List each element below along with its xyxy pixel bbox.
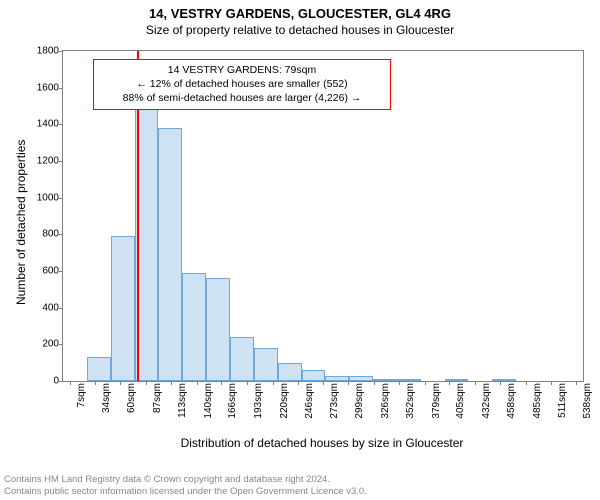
x-tick-mark (500, 381, 501, 385)
y-tick-mark (59, 381, 63, 382)
y-tick-mark (59, 234, 63, 235)
x-tick-mark (475, 381, 476, 385)
y-tick-mark (59, 198, 63, 199)
y-tick-label: 1400 (19, 119, 63, 130)
x-tick-mark (374, 381, 375, 385)
y-tick-mark (59, 271, 63, 272)
y-axis-label: Number of detached properties (14, 140, 28, 305)
y-tick-mark (59, 344, 63, 345)
x-tick-mark (221, 381, 222, 385)
y-tick-label: 1600 (19, 82, 63, 93)
x-tick-label: 193sqm (253, 381, 264, 443)
histogram-plot: 14 VESTRY GARDENS: 79sqm← 12% of detache… (62, 50, 584, 382)
x-tick-mark (348, 381, 349, 385)
y-tick-mark (59, 124, 63, 125)
x-tick-label: 7sqm (76, 381, 87, 443)
x-axis-label: Distribution of detached houses by size … (62, 436, 582, 450)
x-tick-label: 458sqm (506, 381, 517, 443)
x-tick-label: 140sqm (203, 381, 214, 443)
x-tick-mark (171, 381, 172, 385)
x-tick-mark (197, 381, 198, 385)
x-tick-label: 246sqm (304, 381, 315, 443)
histogram-bar (206, 278, 230, 381)
x-tick-mark (576, 381, 577, 385)
histogram-bar (254, 348, 278, 381)
histogram-bar (230, 337, 254, 381)
x-tick-label: 511sqm (557, 381, 568, 443)
x-tick-label: 273sqm (329, 381, 340, 443)
x-tick-mark (70, 381, 71, 385)
page-subtitle: Size of property relative to detached ho… (0, 21, 600, 41)
x-tick-label: 379sqm (431, 381, 442, 443)
histogram-bar (87, 357, 111, 381)
x-tick-mark (298, 381, 299, 385)
x-tick-mark (247, 381, 248, 385)
y-tick-mark (59, 51, 63, 52)
x-tick-label: 485sqm (532, 381, 543, 443)
footer-line-2: Contains public sector information licen… (4, 486, 596, 498)
x-tick-mark (95, 381, 96, 385)
y-tick-mark (59, 161, 63, 162)
histogram-bar (111, 236, 135, 381)
y-tick-label: 1800 (19, 46, 63, 57)
histogram-bar (158, 128, 182, 381)
x-tick-label: 34sqm (101, 381, 112, 443)
annotation-line: 14 VESTRY GARDENS: 79sqm (100, 63, 384, 77)
y-tick-mark (59, 88, 63, 89)
page-title-address: 14, VESTRY GARDENS, GLOUCESTER, GL4 4RG (0, 0, 600, 21)
x-tick-mark (551, 381, 552, 385)
y-tick-label: 0 (19, 376, 63, 387)
x-tick-label: 538sqm (582, 381, 593, 443)
x-tick-mark (323, 381, 324, 385)
histogram-bar (278, 363, 302, 381)
x-tick-mark (526, 381, 527, 385)
x-tick-mark (120, 381, 121, 385)
y-tick-mark (59, 308, 63, 309)
annotation-line: ← 12% of detached houses are smaller (55… (100, 77, 384, 91)
histogram-bar (302, 370, 326, 381)
x-tick-label: 220sqm (279, 381, 290, 443)
annotation-box: 14 VESTRY GARDENS: 79sqm← 12% of detache… (93, 59, 391, 110)
x-tick-label: 405sqm (455, 381, 466, 443)
x-tick-mark (399, 381, 400, 385)
x-tick-mark (146, 381, 147, 385)
annotation-line: 88% of semi-detached houses are larger (… (100, 91, 384, 105)
x-tick-label: 299sqm (354, 381, 365, 443)
x-tick-label: 166sqm (227, 381, 238, 443)
x-tick-label: 352sqm (405, 381, 416, 443)
x-tick-mark (425, 381, 426, 385)
x-tick-label: 113sqm (177, 381, 188, 443)
footer-line-1: Contains HM Land Registry data © Crown c… (4, 474, 596, 486)
x-tick-mark (449, 381, 450, 385)
x-tick-label: 326sqm (380, 381, 391, 443)
x-tick-label: 87sqm (152, 381, 163, 443)
x-tick-label: 60sqm (126, 381, 137, 443)
histogram-bar (182, 273, 206, 381)
y-tick-label: 200 (19, 339, 63, 350)
x-tick-label: 432sqm (481, 381, 492, 443)
footer-attribution: Contains HM Land Registry data © Crown c… (4, 474, 596, 498)
x-tick-mark (273, 381, 274, 385)
